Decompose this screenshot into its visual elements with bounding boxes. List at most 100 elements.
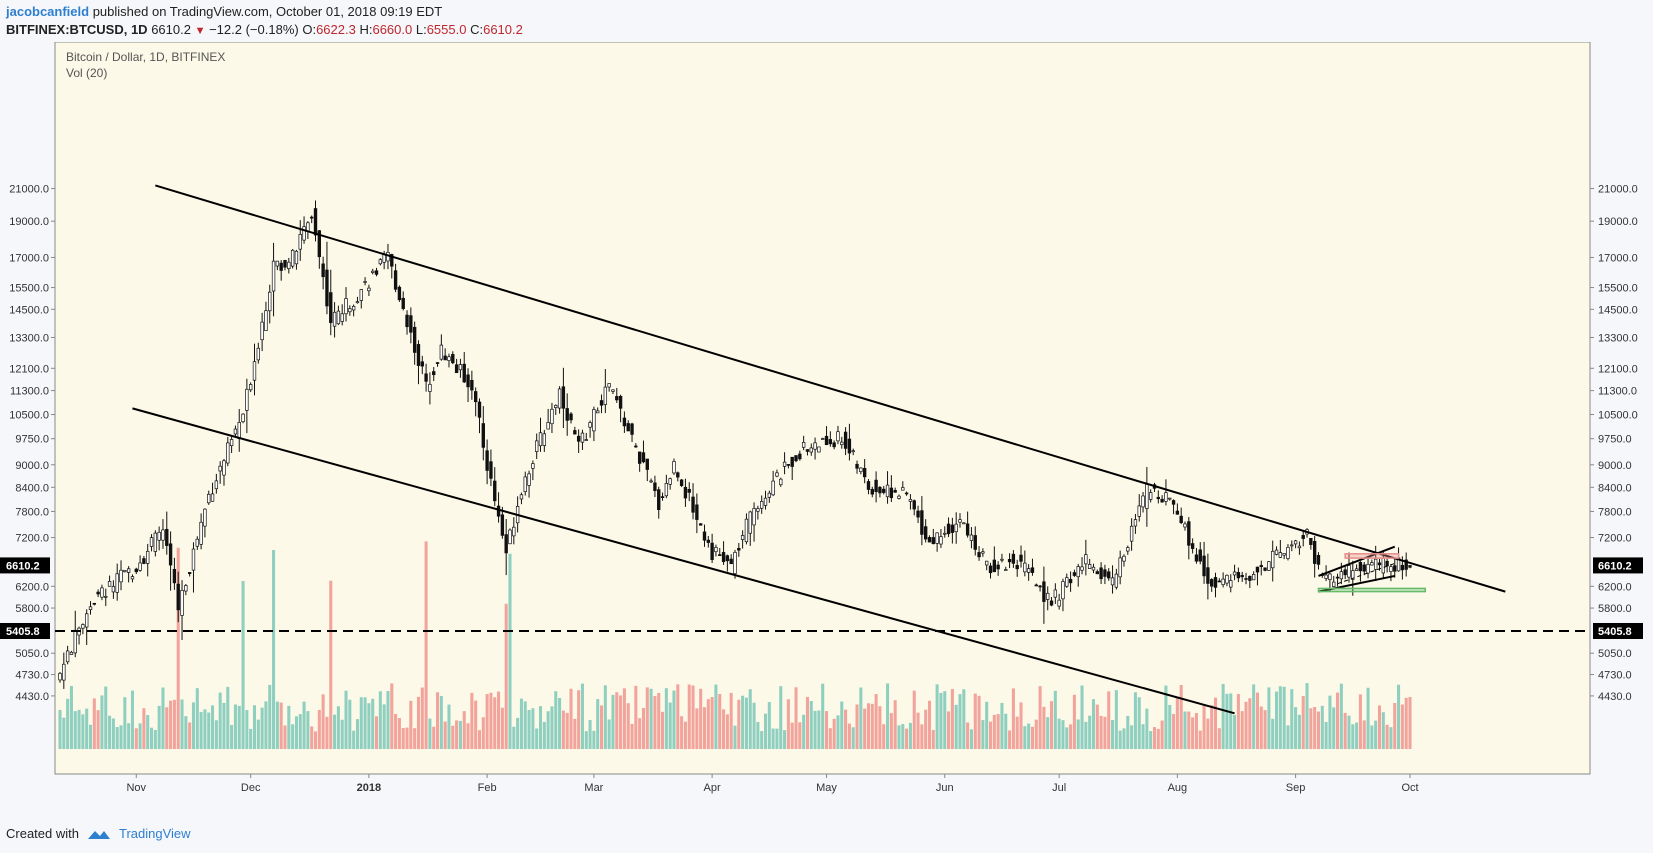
volume-bar [641, 707, 645, 749]
volume-bar [1194, 713, 1198, 749]
price-chart[interactable]: 21000.0 21000.0 19000.0 19000.0 17000.0 17000… [0, 42, 1653, 822]
volume-bar [958, 694, 962, 749]
volume-bar [211, 705, 215, 749]
candle-body [313, 208, 318, 236]
volume-bar [256, 719, 260, 749]
candle-body [760, 501, 764, 509]
volume-bar [451, 725, 455, 749]
volume-bar [477, 730, 482, 749]
volume-bar [462, 711, 466, 749]
candle-body [542, 433, 547, 446]
volume-bar [275, 701, 279, 749]
candle-body [721, 552, 726, 562]
volume-bar [382, 704, 386, 749]
candle-body [904, 492, 909, 495]
volume-bar [329, 580, 333, 749]
volume-bar [1366, 687, 1370, 749]
volume-bar [424, 541, 428, 749]
candle-body [1381, 557, 1385, 574]
legend-title: Bitcoin / Dollar, 1D, BITFINEX [66, 50, 225, 64]
volume-bar [664, 688, 668, 749]
tradingview-link[interactable]: TradingView [118, 826, 191, 841]
candle-body [1240, 574, 1244, 578]
candle-body [714, 547, 718, 553]
candle-body [718, 554, 722, 557]
candle-body [866, 481, 871, 490]
candle-body [443, 355, 447, 361]
candle-body [405, 314, 409, 328]
volume-bar [718, 694, 722, 749]
last-price-tag [0, 557, 50, 574]
volume-bar [889, 713, 893, 749]
volume-bar [1385, 724, 1389, 749]
volume-bar [497, 691, 501, 749]
volume-bar [935, 684, 939, 749]
volume-bar [516, 717, 520, 749]
author-link[interactable]: jacobcanfield [6, 4, 90, 19]
candle-body [1301, 535, 1305, 539]
x-tick-label: Sep [1286, 782, 1306, 794]
candle-body [1297, 545, 1302, 549]
candle-body [1267, 561, 1271, 571]
volume-bar [123, 697, 127, 749]
volume-bar [1320, 705, 1324, 749]
candle-body [748, 511, 752, 534]
candle-body [1385, 560, 1389, 567]
volume-bar [1290, 689, 1294, 749]
volume-bar [691, 685, 695, 749]
candle-body [1393, 565, 1397, 572]
volume-bar [763, 713, 768, 749]
candle-body [104, 596, 108, 598]
candle-body [611, 389, 615, 392]
volume-bar [722, 709, 726, 749]
candle-body [897, 495, 901, 499]
volume-bar [943, 691, 947, 749]
last-price-tag [1593, 557, 1643, 574]
volume-bar [1381, 712, 1385, 749]
candle-body [1118, 557, 1122, 578]
volume-bar [912, 690, 916, 749]
volume-bar [828, 728, 832, 749]
chart-header: jacobcanfield published on TradingView.c… [0, 0, 1653, 40]
candle-body [920, 510, 924, 535]
candle-body [458, 364, 463, 371]
candle-body [763, 497, 768, 506]
volume-bar [287, 705, 291, 749]
candle-body [832, 442, 836, 448]
volume-bar [645, 687, 649, 749]
candle-body [912, 500, 916, 510]
candle-body [1351, 570, 1355, 580]
volume-bar [725, 714, 729, 749]
volume-bar [695, 708, 699, 749]
candle-body [1030, 567, 1035, 573]
volume-bar [1069, 724, 1073, 749]
candle-body [836, 431, 840, 442]
candle-body [992, 559, 997, 573]
candle-body [1046, 592, 1050, 600]
candle-body [1053, 589, 1058, 598]
candle-body [336, 310, 341, 325]
y-tick-label: 9000.0 [15, 460, 49, 472]
volume-bar [580, 683, 584, 749]
volume-bar [527, 709, 531, 749]
candle-body [691, 496, 695, 513]
candle-body [710, 542, 714, 560]
volume-bar [1202, 705, 1206, 749]
volume-bar [851, 727, 855, 749]
candle-body [1309, 537, 1313, 545]
x-tick-label: Aug [1168, 782, 1188, 794]
volume-bar [939, 692, 943, 749]
y-tick-label: 21000.0 [1598, 184, 1638, 196]
volume-bar [1397, 684, 1401, 749]
volume-bar [1210, 705, 1214, 749]
drawing-layer [55, 184, 1590, 715]
candle-body [767, 492, 772, 498]
last-price-label: 6610.2 [6, 560, 40, 572]
volume-bar [741, 695, 745, 749]
volume-bar [981, 720, 985, 749]
candle-body [1057, 599, 1061, 607]
volume-bar [1027, 723, 1031, 749]
volume-bar [1324, 721, 1328, 749]
volume-bar [638, 718, 642, 749]
volume-bar [1305, 683, 1309, 749]
